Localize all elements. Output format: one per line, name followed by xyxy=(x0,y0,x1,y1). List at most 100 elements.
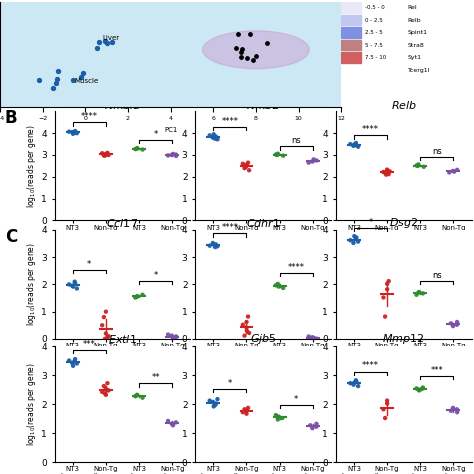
Point xyxy=(453,321,461,328)
Point xyxy=(210,402,218,410)
Point xyxy=(212,133,219,140)
Point xyxy=(108,38,115,46)
Point xyxy=(169,335,177,342)
Point xyxy=(206,132,213,139)
Point xyxy=(102,391,109,399)
Point xyxy=(102,151,109,158)
Point xyxy=(206,397,213,404)
Point xyxy=(453,318,461,326)
Point xyxy=(105,332,112,340)
Point xyxy=(447,407,455,415)
Point xyxy=(69,76,77,83)
Point xyxy=(168,151,175,159)
Y-axis label: log$_{10}$(reads per gene): log$_{10}$(reads per gene) xyxy=(25,242,38,327)
Point xyxy=(78,73,85,81)
Title: $\it{Dsg2}$: $\it{Dsg2}$ xyxy=(389,216,419,230)
Point xyxy=(211,135,219,142)
Point xyxy=(447,319,455,327)
Point xyxy=(214,395,221,403)
Point xyxy=(209,134,217,141)
Point xyxy=(353,378,360,385)
Point xyxy=(383,397,391,404)
Bar xyxy=(341,15,361,25)
Point xyxy=(102,150,109,158)
Point xyxy=(354,238,362,246)
Text: *: * xyxy=(154,130,158,138)
Point xyxy=(131,392,139,400)
Point xyxy=(169,150,177,158)
Text: Syt1: Syt1 xyxy=(408,55,422,60)
Point xyxy=(418,385,426,393)
Point xyxy=(79,69,86,77)
Point xyxy=(139,291,146,299)
Point xyxy=(413,384,420,392)
Point xyxy=(103,39,111,47)
Point xyxy=(381,313,389,320)
Text: Spint1: Spint1 xyxy=(408,30,428,35)
Point xyxy=(352,376,360,384)
Point xyxy=(309,424,316,432)
Point xyxy=(102,330,109,337)
Point xyxy=(133,145,140,153)
Point xyxy=(278,414,286,422)
Point xyxy=(73,360,81,367)
Point xyxy=(383,400,391,407)
Title: $\it{Nfkbia}$: $\it{Nfkbia}$ xyxy=(104,99,141,110)
Text: ***: *** xyxy=(430,366,443,375)
Point xyxy=(214,136,221,143)
Point xyxy=(243,318,250,326)
Point xyxy=(275,283,283,291)
Bar xyxy=(341,2,361,13)
Text: -0.5 - 0: -0.5 - 0 xyxy=(365,5,385,10)
Text: ns: ns xyxy=(432,271,442,280)
Point xyxy=(350,239,357,247)
Point xyxy=(71,278,79,285)
Point xyxy=(100,313,108,321)
Point xyxy=(164,417,172,425)
Point xyxy=(383,171,390,178)
Point xyxy=(453,406,461,413)
Text: B: B xyxy=(5,109,18,127)
Point xyxy=(104,149,111,156)
Point xyxy=(172,151,180,158)
Text: ****: **** xyxy=(362,361,379,370)
Point xyxy=(420,163,428,171)
Point xyxy=(101,37,109,45)
Point xyxy=(36,76,43,84)
Point xyxy=(313,335,320,342)
Point xyxy=(354,143,362,151)
Point xyxy=(272,282,280,289)
Text: ****: **** xyxy=(288,263,305,272)
Text: *: * xyxy=(228,379,232,388)
Point xyxy=(68,359,76,367)
Point xyxy=(101,390,109,397)
Point xyxy=(139,394,146,401)
Text: Relb: Relb xyxy=(408,18,421,23)
Point xyxy=(55,67,62,75)
Point xyxy=(93,44,101,51)
Bar xyxy=(341,53,361,63)
Bar xyxy=(341,40,361,50)
Point xyxy=(313,420,320,428)
Point xyxy=(211,243,219,251)
Point xyxy=(237,48,245,55)
Point xyxy=(380,294,387,301)
Title: $\it{Extl1}$: $\it{Extl1}$ xyxy=(108,333,137,345)
Title: $\it{Nfkb2}$: $\it{Nfkb2}$ xyxy=(246,99,280,110)
Ellipse shape xyxy=(202,31,309,69)
Point xyxy=(381,169,389,177)
Y-axis label: log$_{10}$(reads per gene): log$_{10}$(reads per gene) xyxy=(25,362,38,446)
Point xyxy=(212,400,219,407)
Point xyxy=(164,152,172,159)
Point xyxy=(450,168,458,175)
Text: 7.5 - 10: 7.5 - 10 xyxy=(365,55,386,60)
Point xyxy=(73,129,81,137)
Point xyxy=(415,386,422,393)
Point xyxy=(385,170,392,178)
Point xyxy=(413,162,420,169)
Text: *: * xyxy=(294,395,298,404)
Point xyxy=(133,293,140,301)
Point xyxy=(65,281,73,288)
Point xyxy=(73,285,81,292)
Point xyxy=(102,385,109,393)
